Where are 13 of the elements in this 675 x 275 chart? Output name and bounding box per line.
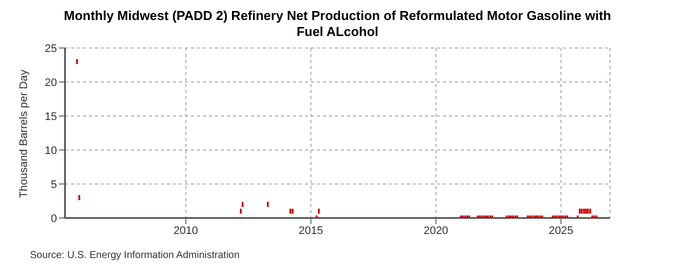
- y-tick-label: 0: [50, 212, 57, 225]
- y-tick-label: 25: [44, 42, 57, 55]
- y-tick-label: 10: [44, 144, 57, 157]
- y-axis-title: Thousand Barrels per Day: [18, 69, 30, 198]
- x-tick-label: 2025: [548, 224, 574, 237]
- x-tick-label: 2020: [424, 224, 448, 237]
- x-tick-label: 2010: [174, 224, 198, 237]
- y-tick-label: 20: [44, 76, 57, 89]
- source-note: Source: U.S. Energy Information Administration: [30, 250, 240, 261]
- y-tick-label: 15: [44, 110, 57, 123]
- x-tick-label: 2015: [298, 224, 324, 237]
- chart-title: Monthly Midwest (PADD 2) Refinery Net Production of Reformulated Motor Gasoline with Fuel ALcohol: [62, 7, 612, 40]
- y-tick-label: 5: [50, 178, 57, 191]
